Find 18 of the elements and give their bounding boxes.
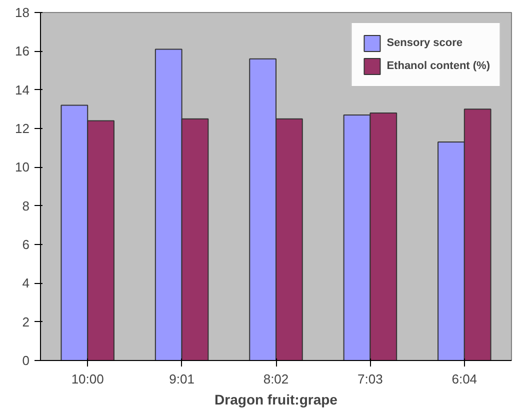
- x-axis-title: Dragon fruit:grape: [214, 392, 338, 408]
- x-tick-label: 10:00: [71, 372, 104, 386]
- y-tick-label: 6: [22, 237, 30, 252]
- x-tick-label: 6:04: [452, 372, 478, 386]
- y-tick-label: 18: [15, 5, 30, 20]
- y-tick-label: 4: [22, 276, 30, 291]
- legend-label: Sensory score: [386, 37, 463, 49]
- y-tick-label: 14: [15, 82, 30, 98]
- y-tick-label: 12: [15, 121, 30, 136]
- y-tick-label: 0: [22, 353, 30, 368]
- legend-label: Ethanol content (%): [386, 60, 490, 72]
- y-tick-label: 10: [15, 160, 30, 175]
- y-tick-label: 16: [15, 44, 30, 59]
- x-tick-label: 9:01: [169, 372, 194, 386]
- y-tick-label: 2: [22, 314, 30, 330]
- x-tick-label: 8:02: [263, 372, 289, 386]
- y-tick-label: 8: [22, 198, 30, 214]
- x-tick-label: 7:03: [358, 372, 383, 386]
